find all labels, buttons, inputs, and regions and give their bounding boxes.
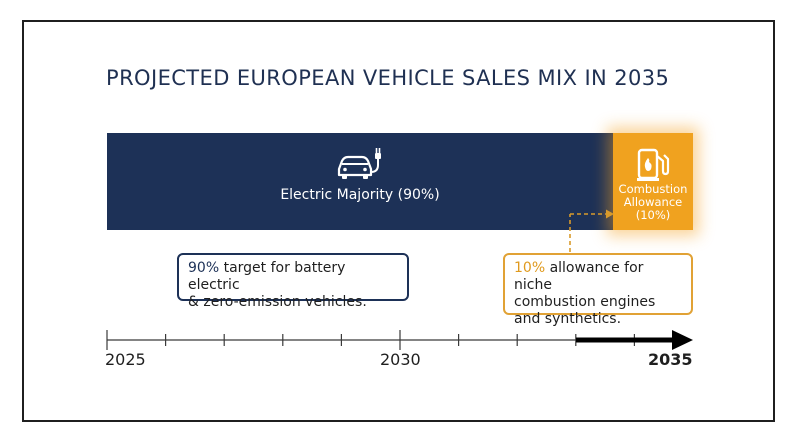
combustion-highlight: 10% xyxy=(514,260,546,276)
year-2025-label: 2025 xyxy=(105,350,146,369)
combustion-allowance-label: Combustion Allowance (10%) xyxy=(618,182,688,222)
combustion-allowance-bar: Combustion Allowance (10%) xyxy=(613,133,693,230)
electric-annotation-box: 90% target for battery electric & zero-e… xyxy=(177,253,409,310)
electric-car-icon xyxy=(337,148,381,179)
chart-title: PROJECTED EUROPEAN VEHICLE SALES MIX IN … xyxy=(106,66,670,90)
electric-majority-bar: Electric Majority (90%) xyxy=(107,133,613,230)
year-2030-label: 2030 xyxy=(380,350,421,369)
combustion-annotation-box: 10% allowance for niche combustion engin… xyxy=(503,253,693,327)
electric-highlight: 90% xyxy=(188,260,220,276)
year-2035-label: 2035 xyxy=(648,350,693,369)
timeline-arrowhead xyxy=(672,330,693,350)
timeline-axis xyxy=(106,330,693,350)
electric-majority-label: Electric Majority (90%) xyxy=(280,187,440,203)
dashed-pointer-arrow xyxy=(569,209,614,252)
fuel-pump-icon xyxy=(637,148,670,181)
